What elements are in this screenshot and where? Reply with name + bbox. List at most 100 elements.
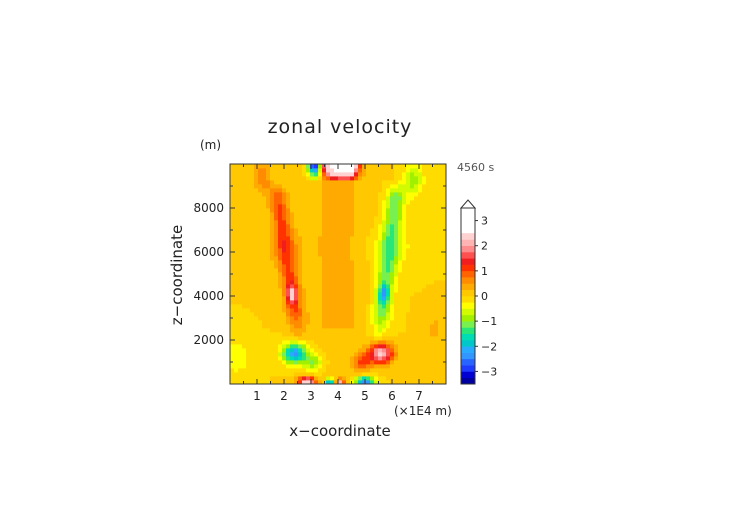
heatmap-cell bbox=[278, 208, 283, 213]
heatmap-cell bbox=[346, 248, 351, 253]
heatmap-cell bbox=[314, 224, 319, 229]
heatmap-cell bbox=[342, 224, 347, 229]
heatmap-cell bbox=[306, 340, 311, 345]
heatmap-cell bbox=[438, 220, 443, 225]
heatmap-cell bbox=[402, 180, 407, 185]
heatmap-cell bbox=[398, 296, 403, 301]
heatmap-cell bbox=[366, 372, 371, 377]
heatmap-cell bbox=[250, 344, 255, 349]
heatmap-cell bbox=[354, 340, 359, 345]
heatmap-cell bbox=[350, 344, 355, 349]
heatmap-cell bbox=[442, 296, 447, 301]
heatmap-cell bbox=[266, 352, 271, 357]
heatmap-cell bbox=[406, 324, 411, 329]
heatmap-cell bbox=[338, 184, 343, 189]
heatmap-cell bbox=[426, 208, 431, 213]
heatmap-cell bbox=[442, 200, 447, 205]
heatmap-cell bbox=[290, 180, 295, 185]
heatmap-cell bbox=[342, 284, 347, 289]
heatmap-cell bbox=[434, 256, 439, 261]
heatmap-cell bbox=[438, 332, 443, 337]
heatmap-cell bbox=[390, 284, 395, 289]
heatmap-cell bbox=[318, 240, 323, 245]
heatmap-cell bbox=[362, 260, 367, 265]
heatmap-cell bbox=[346, 260, 351, 265]
heatmap-cell bbox=[334, 224, 339, 229]
heatmap-cell bbox=[310, 300, 315, 305]
heatmap-cell bbox=[278, 324, 283, 329]
heatmap-cell bbox=[286, 308, 291, 313]
heatmap-cell bbox=[430, 244, 435, 249]
heatmap-cell bbox=[434, 208, 439, 213]
heatmap-cell bbox=[270, 304, 275, 309]
heatmap-cell bbox=[414, 280, 419, 285]
heatmap-cell bbox=[414, 312, 419, 317]
heatmap-cell bbox=[366, 320, 371, 325]
heatmap-cell bbox=[286, 208, 291, 213]
heatmap-cell bbox=[350, 360, 355, 365]
heatmap-cell bbox=[326, 232, 331, 237]
heatmap-cell bbox=[354, 280, 359, 285]
heatmap-cell bbox=[406, 308, 411, 313]
heatmap-cell bbox=[286, 268, 291, 273]
heatmap-cell bbox=[326, 340, 331, 345]
heatmap-cell bbox=[246, 268, 251, 273]
heatmap-cell bbox=[358, 268, 363, 273]
heatmap-cell bbox=[238, 376, 243, 381]
heatmap-cell bbox=[334, 272, 339, 277]
heatmap-cell bbox=[266, 232, 271, 237]
heatmap-cell bbox=[342, 176, 347, 181]
heatmap-cell bbox=[394, 372, 399, 377]
heatmap-cell bbox=[282, 280, 287, 285]
heatmap-cell bbox=[266, 208, 271, 213]
heatmap-cell bbox=[362, 368, 367, 373]
heatmap-cell bbox=[406, 276, 411, 281]
heatmap-cell bbox=[406, 344, 411, 349]
heatmap-cell bbox=[434, 272, 439, 277]
heatmap-cell bbox=[382, 340, 387, 345]
heatmap-cell bbox=[426, 204, 431, 209]
heatmap-cell bbox=[430, 324, 435, 329]
heatmap-cell bbox=[430, 332, 435, 337]
heatmap-cell bbox=[322, 300, 327, 305]
heatmap-cell bbox=[402, 208, 407, 213]
heatmap-cell bbox=[386, 332, 391, 337]
heatmap-cell bbox=[242, 272, 247, 277]
heatmap-cell bbox=[430, 364, 435, 369]
heatmap-cell bbox=[342, 312, 347, 317]
heatmap-cell bbox=[362, 228, 367, 233]
heatmap-cell bbox=[238, 228, 243, 233]
heatmap-cell bbox=[318, 344, 323, 349]
heatmap-cell bbox=[410, 252, 415, 257]
heatmap-cell bbox=[402, 356, 407, 361]
heatmap-cell bbox=[286, 272, 291, 277]
heatmap-cell bbox=[338, 216, 343, 221]
heatmap-cell bbox=[438, 268, 443, 273]
heatmap-cell bbox=[326, 180, 331, 185]
heatmap-cell bbox=[362, 172, 367, 177]
heatmap-cell bbox=[394, 180, 399, 185]
heatmap-cell bbox=[410, 328, 415, 333]
heatmap-cell bbox=[438, 372, 443, 377]
heatmap-cell bbox=[338, 356, 343, 361]
heatmap-cell bbox=[274, 200, 279, 205]
heatmap-cell bbox=[270, 328, 275, 333]
heatmap-cell bbox=[334, 292, 339, 297]
heatmap-cell bbox=[282, 172, 287, 177]
heatmap-cell bbox=[430, 208, 435, 213]
heatmap-cell bbox=[258, 248, 263, 253]
heatmap-cell bbox=[406, 348, 411, 353]
heatmap-cell bbox=[406, 284, 411, 289]
heatmap-cell bbox=[342, 308, 347, 313]
heatmap-cell bbox=[374, 368, 379, 373]
heatmap-cell bbox=[262, 192, 267, 197]
x-unit-label: (×1E4 m) bbox=[394, 404, 452, 418]
heatmap-cell bbox=[254, 200, 259, 205]
heatmap-cell bbox=[426, 312, 431, 317]
heatmap-cell bbox=[414, 260, 419, 265]
heatmap-cell bbox=[386, 344, 391, 349]
heatmap-cell bbox=[254, 376, 259, 381]
heatmap-cell bbox=[310, 172, 315, 177]
heatmap-cell bbox=[426, 260, 431, 265]
heatmap-cell bbox=[358, 280, 363, 285]
